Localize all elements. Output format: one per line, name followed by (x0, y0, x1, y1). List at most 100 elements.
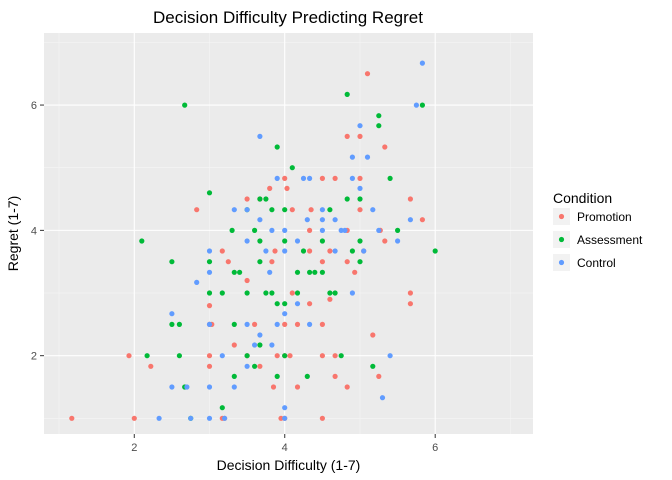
point-promotion (332, 175, 338, 181)
point-control (376, 227, 382, 233)
point-promotion (344, 384, 350, 390)
point-control (419, 60, 425, 66)
point-assessment (357, 259, 363, 265)
point-control (257, 332, 263, 338)
point-control (169, 384, 175, 390)
point-assessment (274, 144, 280, 150)
point-control (307, 175, 313, 181)
point-promotion (206, 303, 213, 309)
point-control (319, 217, 325, 223)
point-control (257, 217, 263, 223)
point-control (300, 175, 307, 181)
point-control (156, 415, 162, 421)
plot-panel (44, 33, 533, 434)
point-assessment (274, 373, 280, 379)
point-promotion (270, 384, 277, 390)
point-control (244, 321, 250, 327)
point-promotion (307, 248, 313, 254)
point-promotion (219, 248, 225, 254)
point-promotion (225, 259, 231, 265)
point-promotion (357, 207, 363, 213)
point-assessment (257, 196, 263, 202)
point-promotion (206, 353, 213, 359)
point-assessment (257, 259, 263, 265)
legend-label: Promotion (577, 210, 632, 224)
point-control (282, 405, 288, 411)
point-control (361, 248, 367, 254)
point-assessment (257, 342, 263, 348)
point-control (231, 384, 237, 390)
point-control (349, 290, 355, 296)
point-assessment (176, 321, 182, 327)
point-control (395, 238, 401, 244)
point-promotion (282, 321, 288, 327)
point-promotion (319, 259, 325, 265)
point-promotion (194, 207, 200, 213)
x-axis-ticks: 2 4 6 (131, 434, 438, 454)
point-assessment (338, 353, 344, 359)
point-control (413, 102, 419, 108)
point-assessment (294, 290, 301, 296)
point-assessment (344, 196, 350, 202)
point-control (342, 227, 348, 233)
point-promotion (307, 227, 313, 233)
point-assessment (370, 363, 376, 369)
point-assessment (263, 196, 269, 202)
point-control (206, 269, 213, 275)
point-assessment (300, 248, 307, 254)
point-promotion (382, 144, 388, 150)
point-assessment (319, 238, 325, 244)
point-control (244, 238, 250, 244)
point-assessment (269, 290, 275, 296)
point-assessment (206, 259, 213, 265)
point-promotion (287, 353, 293, 359)
point-assessment (282, 207, 288, 213)
point-promotion (319, 175, 325, 181)
point-promotion (244, 196, 250, 202)
point-control (294, 238, 301, 244)
point-control (206, 321, 213, 327)
point-promotion (257, 363, 263, 369)
point-control (282, 415, 288, 421)
point-promotion (282, 175, 288, 181)
point-assessment (282, 238, 288, 244)
point-promotion (319, 415, 325, 421)
chart-title: Decision Difficulty Predicting Regret (153, 8, 423, 27)
point-control (219, 353, 225, 359)
point-assessment (144, 353, 150, 359)
point-assessment (357, 238, 363, 244)
point-assessment (252, 227, 258, 233)
point-assessment (376, 123, 382, 129)
x-tick-label: 4 (282, 442, 288, 454)
point-control (206, 415, 213, 421)
point-control (169, 311, 175, 317)
major-gridlines (44, 33, 533, 434)
point-assessment (206, 190, 213, 196)
point-assessment (176, 353, 182, 359)
point-control (282, 248, 288, 254)
point-assessment (344, 91, 350, 97)
y-tick-label: 2 (31, 351, 37, 363)
point-control (349, 175, 355, 181)
point-promotion (252, 321, 258, 327)
point-promotion (131, 415, 137, 421)
point-assessment (307, 269, 313, 275)
point-promotion (319, 353, 325, 359)
point-promotion (294, 384, 301, 390)
point-promotion (407, 290, 413, 296)
point-assessment (244, 353, 250, 359)
legend-title: Condition (553, 190, 612, 206)
point-control (349, 154, 355, 160)
point-assessment (304, 373, 310, 379)
point-promotion (407, 196, 413, 202)
point-control (263, 248, 269, 254)
point-control (304, 217, 310, 223)
point-control (206, 384, 213, 390)
point-assessment (237, 269, 243, 275)
point-promotion (284, 185, 290, 191)
point-assessment (332, 290, 338, 296)
x-axis-title: Decision Difficulty (1-7) (217, 457, 361, 473)
point-control (319, 207, 325, 213)
point-promotion (352, 269, 358, 275)
point-assessment (219, 405, 225, 411)
